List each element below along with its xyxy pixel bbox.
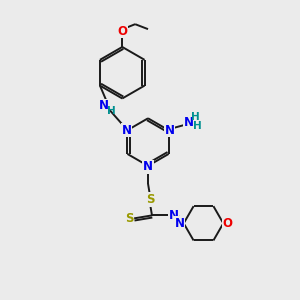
Text: N: N [175, 217, 185, 230]
Text: S: S [146, 193, 154, 206]
Text: N: N [183, 116, 194, 129]
Text: N: N [99, 99, 109, 112]
Text: O: O [222, 217, 232, 230]
Text: H: H [107, 106, 116, 116]
Text: N: N [165, 124, 175, 137]
Text: S: S [125, 212, 134, 225]
Text: N: N [143, 160, 153, 173]
Text: N: N [122, 124, 131, 137]
Text: H: H [193, 121, 202, 131]
Text: N: N [169, 209, 179, 222]
Text: O: O [117, 25, 127, 38]
Text: H: H [191, 112, 200, 122]
